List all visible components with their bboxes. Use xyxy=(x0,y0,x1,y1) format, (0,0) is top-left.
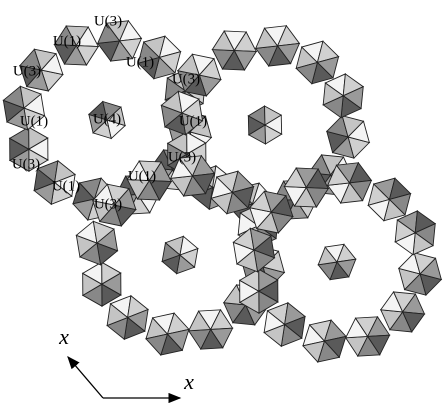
face xyxy=(113,187,137,211)
octahedron xyxy=(137,35,182,80)
face xyxy=(305,187,330,208)
face xyxy=(198,57,222,81)
octahedron xyxy=(187,308,234,351)
atom-label: U(3) xyxy=(94,13,122,29)
polyhedra xyxy=(2,19,443,363)
face xyxy=(110,40,134,62)
face xyxy=(263,309,286,334)
atom-label: U(1) xyxy=(179,113,207,129)
octahedron xyxy=(96,19,143,62)
atom-label: U(1) xyxy=(20,113,48,129)
face xyxy=(268,45,292,67)
face xyxy=(33,167,56,192)
octahedron xyxy=(126,160,173,201)
octahedron xyxy=(317,243,357,281)
atom-label: U(3) xyxy=(172,71,200,87)
atom-label: U(1) xyxy=(53,33,81,49)
face xyxy=(106,302,129,327)
face xyxy=(177,90,200,114)
octahedron xyxy=(210,170,255,215)
octahedron xyxy=(91,183,137,227)
octahedron xyxy=(53,25,100,66)
face xyxy=(19,85,42,109)
octahedron xyxy=(379,290,426,333)
axis-label: x xyxy=(183,369,194,394)
octahedron xyxy=(169,154,216,197)
face xyxy=(401,311,426,333)
face xyxy=(264,114,283,135)
octahedron xyxy=(160,90,204,136)
face xyxy=(179,247,199,269)
face xyxy=(295,61,319,85)
face xyxy=(8,126,30,150)
octahedron xyxy=(75,220,119,266)
octahedron xyxy=(397,251,443,297)
face xyxy=(347,120,370,144)
face xyxy=(75,45,100,66)
octahedron xyxy=(8,126,49,172)
octahedron xyxy=(33,159,76,206)
octahedron xyxy=(161,235,199,275)
atom-label: U(1) xyxy=(52,178,80,194)
atom-label: U(3) xyxy=(12,156,40,172)
face xyxy=(238,268,260,292)
octahedron xyxy=(394,210,437,256)
face xyxy=(340,182,364,204)
octahedron xyxy=(81,261,122,307)
octahedron xyxy=(248,190,294,234)
face xyxy=(249,227,272,251)
octahedron xyxy=(322,73,365,119)
face xyxy=(200,328,224,350)
face xyxy=(270,194,294,218)
atom-label: U(3) xyxy=(13,63,41,79)
face xyxy=(148,180,173,201)
atom-label: U(1) xyxy=(128,168,156,184)
octahedron xyxy=(87,100,127,140)
face xyxy=(336,258,357,278)
face xyxy=(137,56,161,80)
octahedron xyxy=(211,30,258,71)
face xyxy=(92,220,115,244)
atom-label: U(1) xyxy=(126,54,154,70)
face xyxy=(233,50,258,71)
face xyxy=(322,82,345,106)
axis-label: x xyxy=(58,324,69,349)
face xyxy=(419,257,442,281)
face xyxy=(106,106,126,127)
face xyxy=(81,261,103,285)
octahedron xyxy=(295,40,340,85)
face xyxy=(40,52,64,76)
face xyxy=(166,131,188,155)
atom-label: U(3) xyxy=(168,149,196,165)
face xyxy=(210,191,234,215)
axis-arrow xyxy=(67,356,104,399)
octahedron xyxy=(367,177,412,222)
octahedron xyxy=(176,53,222,97)
face xyxy=(357,335,381,357)
face xyxy=(145,333,169,356)
face xyxy=(367,198,391,222)
octahedron xyxy=(238,268,279,314)
face xyxy=(394,219,417,243)
octahedron xyxy=(263,301,306,348)
face xyxy=(183,175,207,197)
octahedron xyxy=(2,85,46,131)
face xyxy=(302,340,326,363)
face xyxy=(72,198,96,221)
octahedron xyxy=(344,315,391,358)
atom-label: U(3) xyxy=(94,196,122,212)
octahedron xyxy=(106,294,149,341)
octahedron xyxy=(232,227,276,273)
octahedron xyxy=(302,319,347,363)
atom-labels: U(3) U(1) U(3) U(1) U(3) U(1) U(4) U(1) U(3) U(3)… xyxy=(12,13,207,212)
octahedron xyxy=(325,114,371,160)
atom-label: U(4) xyxy=(93,111,121,127)
octahedron xyxy=(247,105,283,145)
octahedron xyxy=(254,24,301,67)
octahedron xyxy=(283,167,330,208)
octahedron xyxy=(326,161,373,204)
octahedron xyxy=(18,48,64,92)
octahedron xyxy=(145,312,190,356)
